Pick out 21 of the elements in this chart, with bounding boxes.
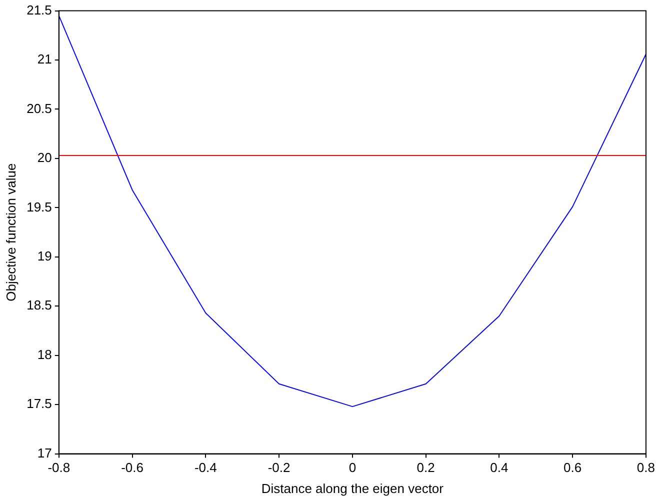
y-tick-label: 20 (37, 150, 52, 166)
y-tick-label: 17 (37, 445, 52, 460)
x-tick-label: 0.2 (416, 460, 435, 476)
y-tick-label: 21.5 (26, 2, 52, 18)
x-tick-label: 0.4 (490, 460, 508, 476)
x-axis-title: Distance along the eigen vector (261, 480, 444, 496)
x-tick-label: -0.8 (48, 460, 70, 476)
x-tick-label: 0.8 (636, 460, 656, 476)
y-axis-title: Objective function value (3, 163, 18, 302)
x-tick-label: -0.4 (194, 460, 217, 476)
y-tick-label: 21 (37, 52, 52, 67)
y-tick-label: 19.5 (26, 199, 52, 214)
x-tick-label: 0.6 (564, 460, 582, 476)
x-tick-label: 0 (348, 460, 356, 476)
y-tick-label: 19 (37, 248, 52, 264)
y-tick-label: 17.5 (26, 396, 52, 412)
y-tick-label: 20.5 (26, 100, 52, 116)
y-tick-label: 18 (37, 346, 52, 362)
y-tick-label: 18.5 (26, 298, 52, 313)
x-tick-label: -0.2 (268, 460, 290, 476)
x-tick-label: -0.6 (121, 460, 144, 476)
